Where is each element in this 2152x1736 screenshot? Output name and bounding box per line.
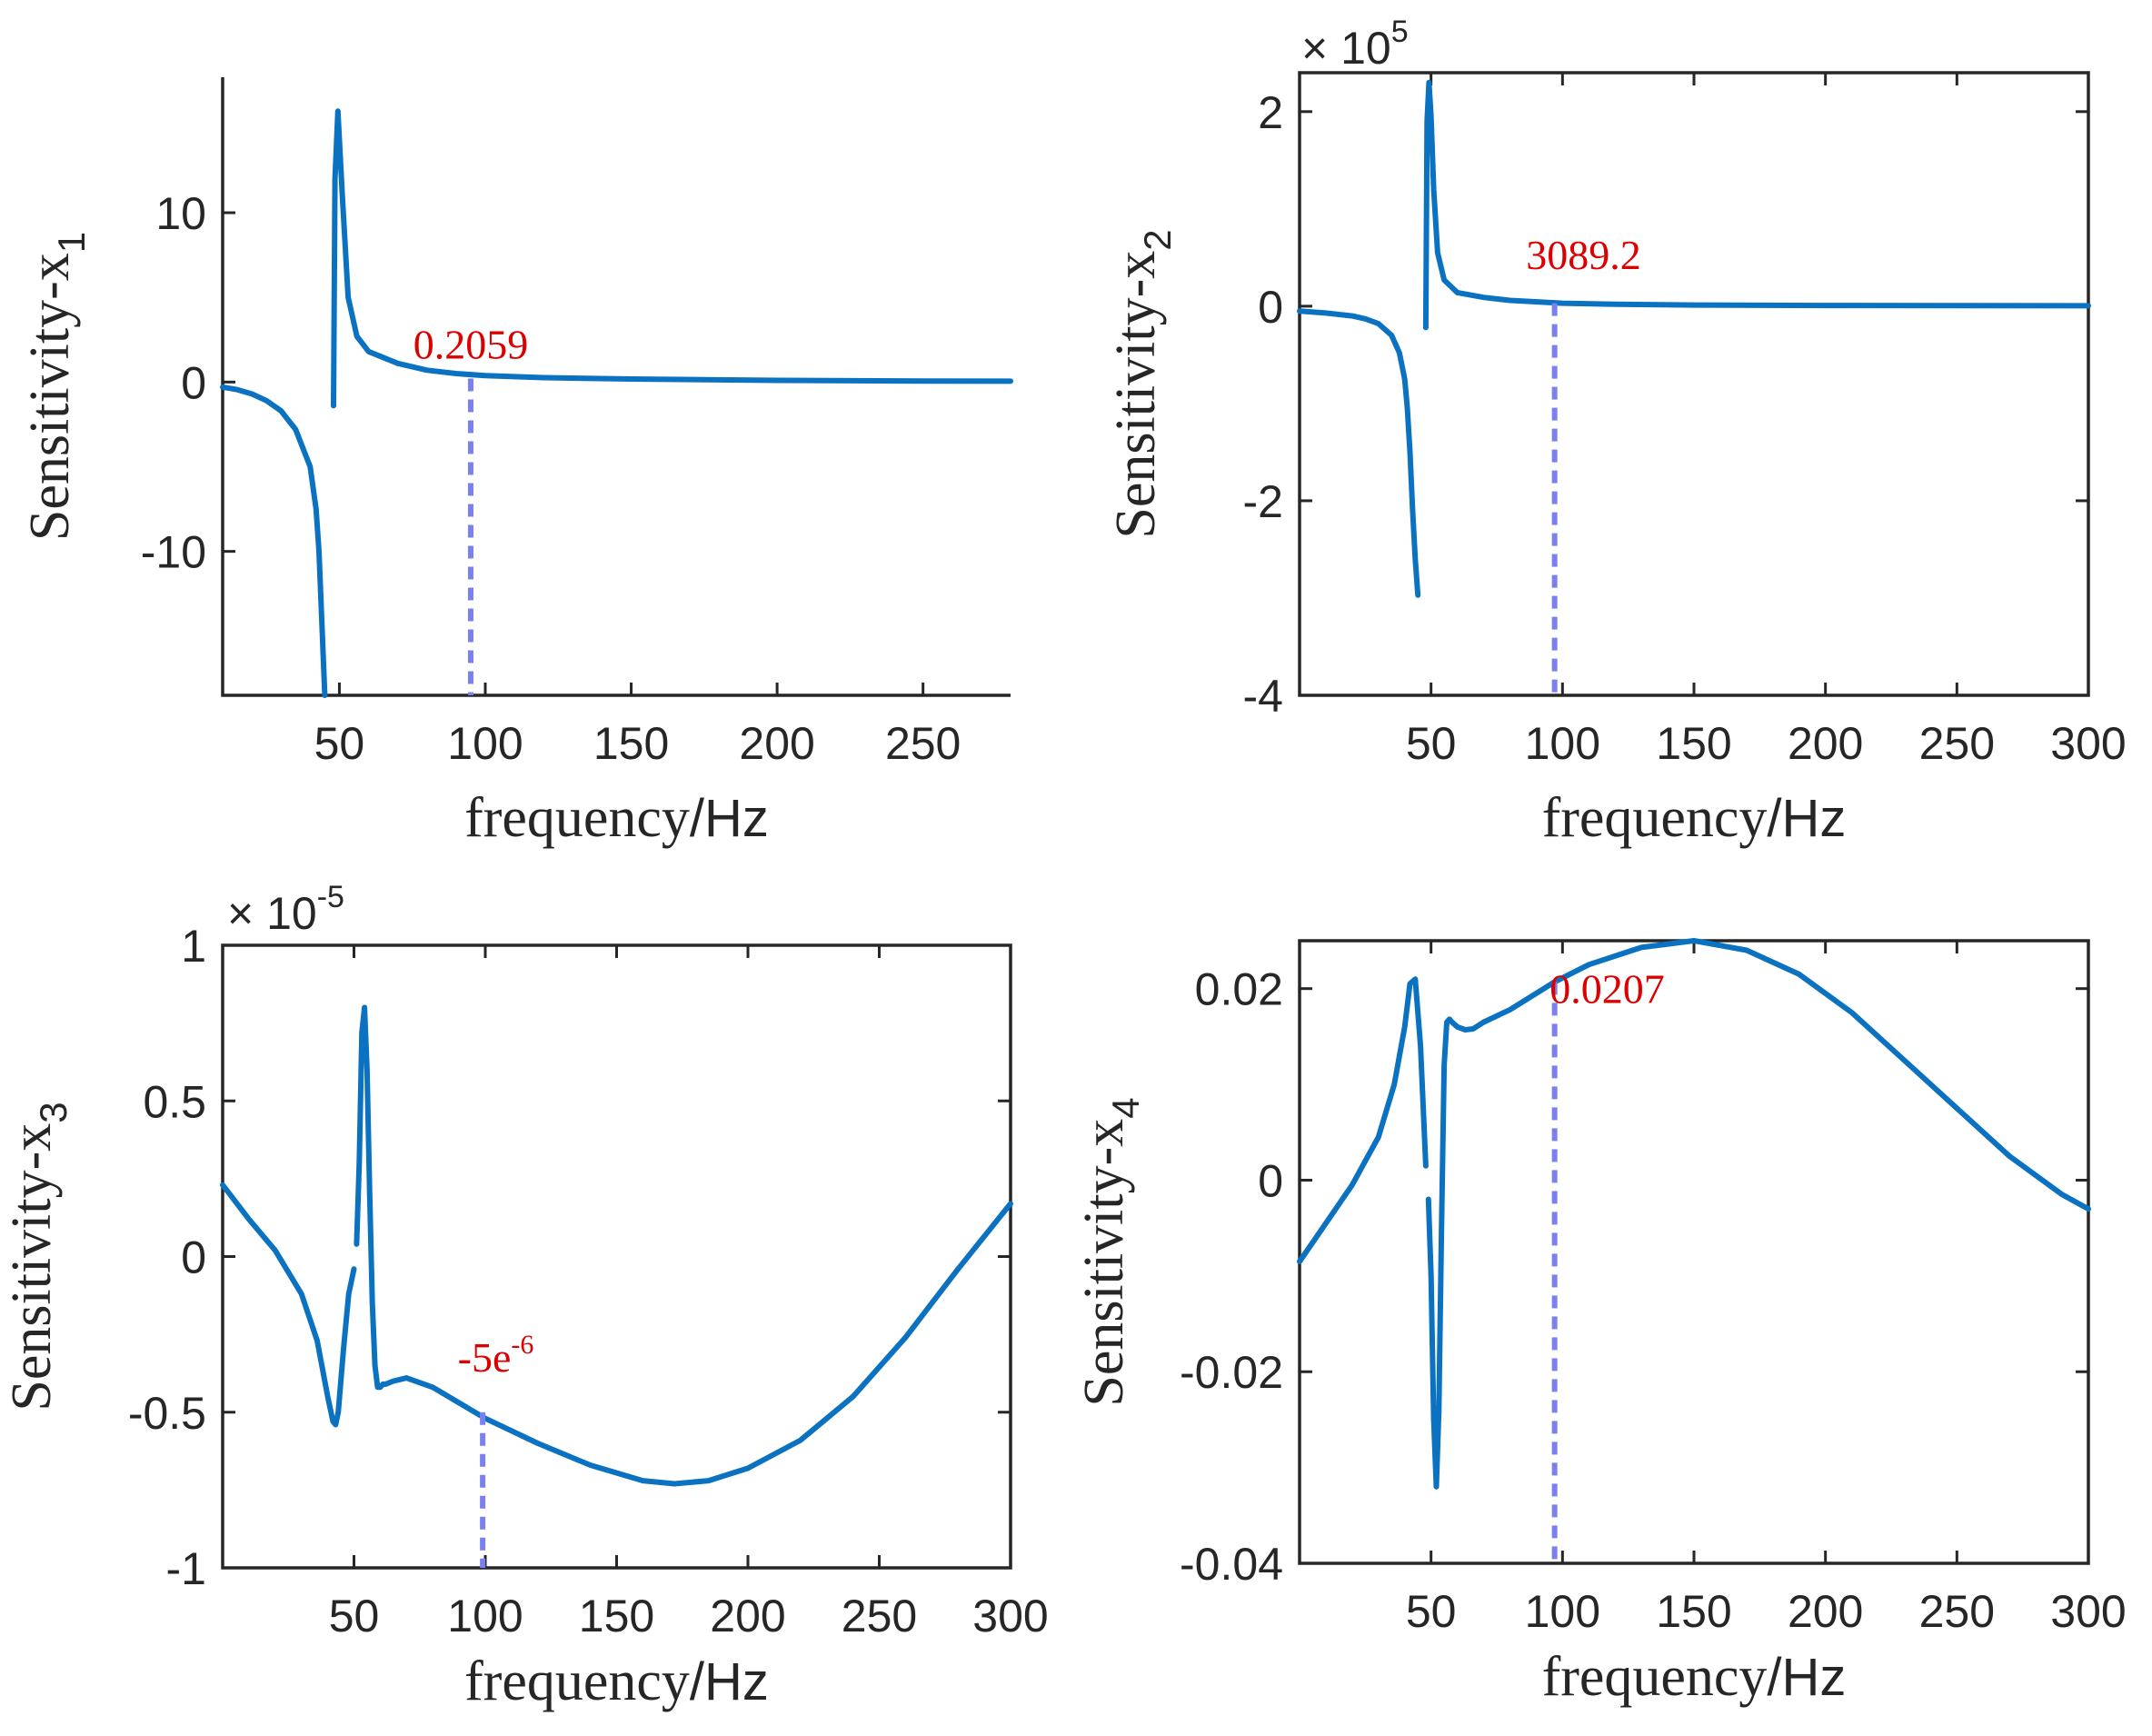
- x-tick-label: 150: [1656, 1586, 1731, 1637]
- x-tick-label: 150: [579, 1591, 654, 1641]
- x-tick-label: 200: [739, 718, 814, 769]
- y-tick-label: -0.04: [1180, 1539, 1283, 1590]
- x-tick-label: 250: [885, 718, 961, 769]
- panel-2: 50 100 150 200 250 300 -4 -2 0 2 × 105 3089.2 Sensit…: [1105, 15, 2127, 849]
- series-line-segment-1: [220, 384, 328, 698]
- series-line-segment-2: [354, 1004, 410, 1391]
- x-tick-label: 100: [447, 1591, 523, 1641]
- series-line-segment-1: [1297, 976, 1429, 1264]
- x-axis-label: frequency/Hz: [464, 1651, 769, 1712]
- value-annotation: 3089.2: [1526, 232, 1641, 278]
- y-tick-label: 0.02: [1195, 964, 1283, 1015]
- y-tick-label: -0.5: [128, 1388, 206, 1439]
- y-tick-label: -0.02: [1180, 1347, 1283, 1398]
- y-axis-label: Sensitivity-x3: [1, 1102, 75, 1411]
- x-tick-label: 50: [329, 1591, 380, 1641]
- x-tick-label: 150: [593, 718, 669, 769]
- plot-axes: [221, 77, 1011, 697]
- series-line-segment-3: [1480, 938, 2091, 1212]
- panel-1: 50 100 150 200 250 -10 0 10 0.2059 Sensitivity-x1…: [19, 77, 1013, 849]
- y-tick-label: 0.5: [143, 1076, 206, 1127]
- y-tick-label: 0: [181, 1232, 206, 1283]
- y-tick-label: 2: [1258, 87, 1283, 138]
- series-line-segment-2: [331, 108, 1013, 409]
- x-tick-label: 50: [1406, 718, 1457, 769]
- x-tick-label: 250: [1919, 1586, 1995, 1637]
- x-tick-label: 300: [2050, 1586, 2126, 1637]
- value-annotation: 0.0207: [1549, 966, 1665, 1013]
- series-line-segment-2: [1422, 79, 2091, 331]
- value-annotation: 0.2059: [413, 321, 529, 367]
- x-tick-label: 250: [842, 1591, 917, 1641]
- y-tick-label: 0: [181, 357, 206, 408]
- panel-4: 50 100 150 200 250 300 -0.04 -0.02 0 0.02 0.0207 Se…: [1073, 938, 2127, 1708]
- x-tick-label: 200: [1788, 1586, 1863, 1637]
- axis-multiplier: × 10-5: [227, 880, 344, 939]
- y-axis-label: Sensitivity-x1: [19, 232, 93, 541]
- series-line-segment-3: [404, 1201, 1013, 1487]
- panel-3: 50 100 150 200 250 300 -1 -0.5 0 0.5 1 × 10-5 -5e-6 S…: [1, 880, 1049, 1712]
- y-tick-label: 0: [1258, 282, 1283, 333]
- y-tick-label: -2: [1243, 476, 1283, 527]
- series-line-segment-2: [1425, 1016, 1487, 1490]
- x-tick-label: 300: [972, 1591, 1048, 1641]
- x-axis-label: frequency/Hz: [1542, 1646, 1847, 1708]
- y-tick-label: 1: [181, 921, 206, 972]
- series-line-segment-1: [1297, 308, 1421, 598]
- y-tick-label: 0: [1258, 1155, 1283, 1206]
- y-tick-label: -1: [166, 1543, 206, 1594]
- plot-frame: [1298, 71, 2090, 697]
- x-tick-label: 100: [447, 718, 523, 769]
- y-tick-label: -4: [1243, 671, 1283, 722]
- x-tick-label: 100: [1525, 1586, 1600, 1637]
- x-tick-label: 100: [1525, 718, 1600, 769]
- x-axis-label: frequency/Hz: [464, 787, 769, 849]
- y-axis-label: Sensitivity-x4: [1073, 1097, 1147, 1406]
- y-tick-label: 10: [155, 188, 206, 239]
- y-tick-label: -10: [141, 527, 206, 578]
- x-tick-label: 200: [1788, 718, 1863, 769]
- x-tick-label: 150: [1656, 718, 1731, 769]
- x-tick-label: 50: [314, 718, 365, 769]
- x-tick-label: 50: [1406, 1586, 1457, 1637]
- x-tick-label: 250: [1919, 718, 1995, 769]
- x-tick-label: 300: [2050, 718, 2126, 769]
- y-axis-label: Sensitivity-x2: [1105, 229, 1179, 538]
- x-axis-label: frequency/Hz: [1542, 787, 1847, 849]
- axis-multiplier: × 105: [1301, 15, 1409, 74]
- value-annotation: -5e-6: [458, 1330, 534, 1381]
- series-line-segment-1: [220, 1182, 357, 1428]
- x-tick-label: 200: [710, 1591, 785, 1641]
